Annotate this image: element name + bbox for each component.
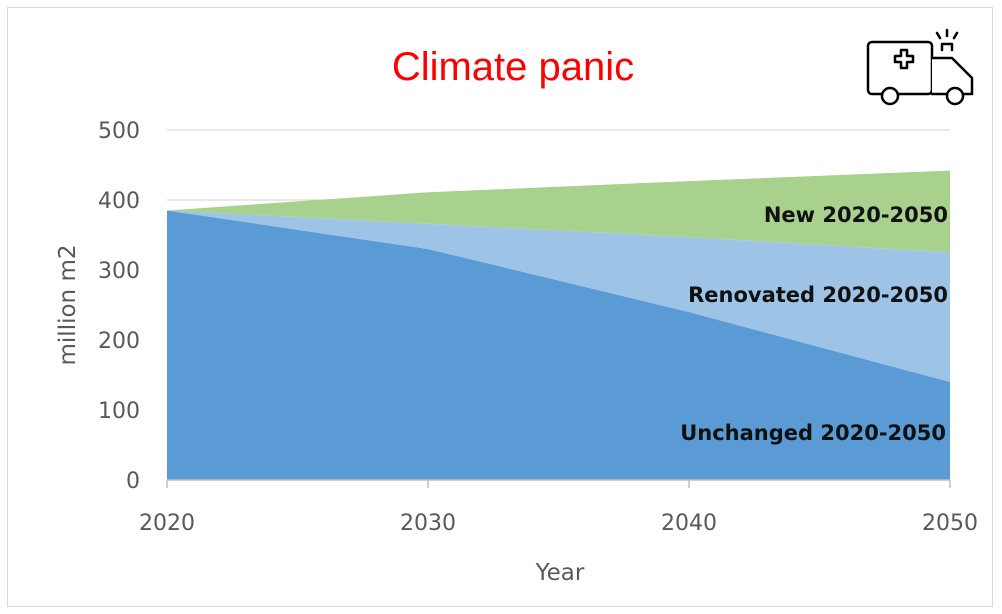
area-series-unchanged <box>167 210 950 480</box>
y-tick-label: 100 <box>98 399 140 424</box>
series-label-unchanged: Unchanged 2020-2050 <box>680 421 946 445</box>
chart-title: Climate panic <box>392 45 634 89</box>
x-tick-label: 2030 <box>400 511 456 536</box>
x-axis-title: Year <box>535 560 585 586</box>
ambulance-icon <box>866 28 974 106</box>
y-tick-label: 400 <box>98 189 140 214</box>
y-tick-label: 500 <box>98 119 140 144</box>
y-tick-label: 0 <box>126 469 140 494</box>
area-series-renovated <box>167 210 950 382</box>
y-axis-title: million m2 <box>55 245 81 366</box>
y-tick-label: 300 <box>98 259 140 284</box>
x-tick-label: 2020 <box>139 511 195 536</box>
x-tick-label: 2040 <box>661 511 717 536</box>
axis-ticks: 0 100 200 300 400 500 2020 2030 2040 2050 <box>98 119 978 536</box>
y-tick-label: 200 <box>98 329 140 354</box>
series-label-new: New 2020-2050 <box>764 203 948 227</box>
series-label-renovated: Renovated 2020-2050 <box>688 283 948 307</box>
plot-area <box>167 170 950 480</box>
x-tick-label: 2050 <box>922 511 978 536</box>
area-series-new <box>167 170 950 253</box>
